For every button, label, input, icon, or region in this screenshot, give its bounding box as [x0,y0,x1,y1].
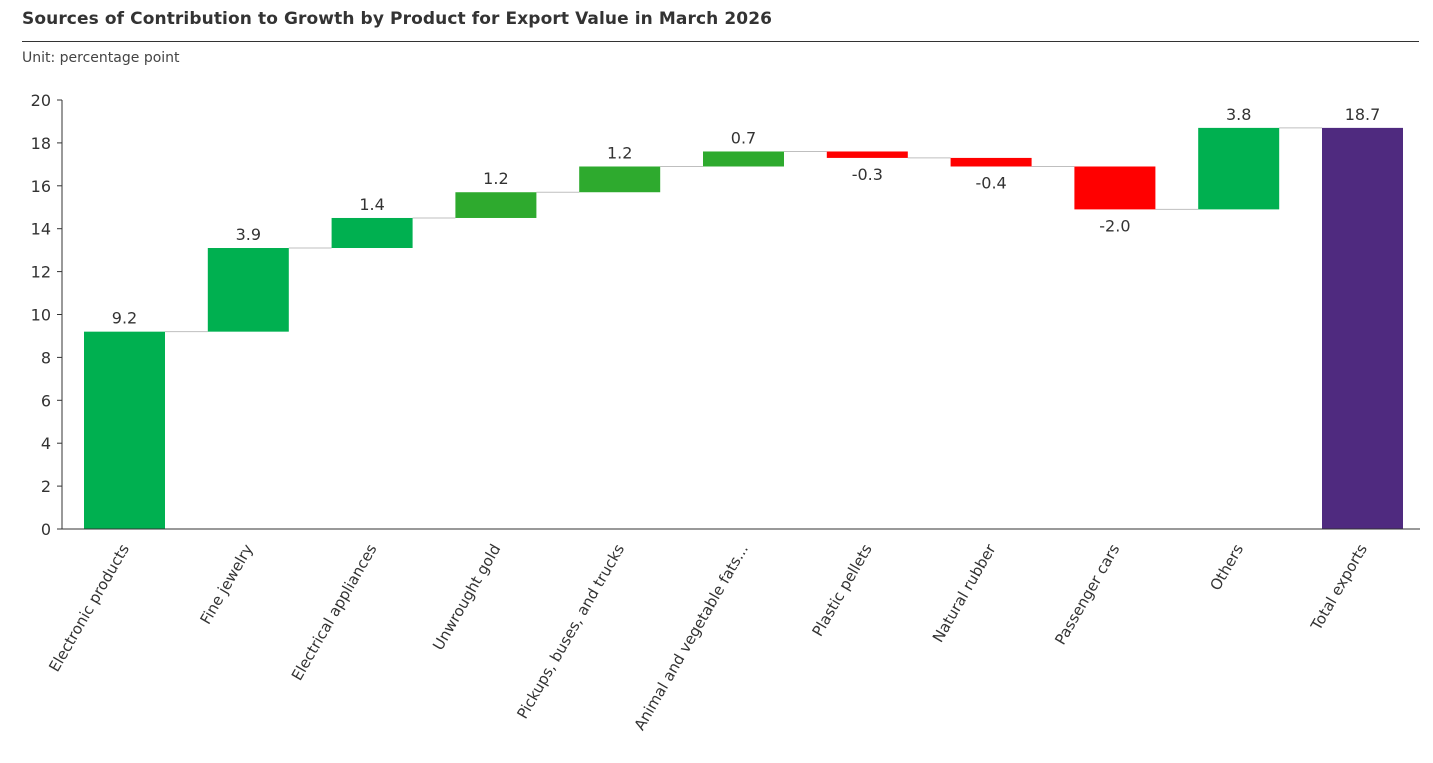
category-label: Unwrought gold [429,541,504,653]
chart-title: Sources of Contribution to Growth by Pro… [22,9,773,29]
bar-total-exports [1322,127,1403,529]
bar-fine-jewelry [207,248,289,332]
bar-plastic-pellets [826,151,908,158]
bar-electronic-products [84,331,165,529]
value-label: 3.9 [236,225,261,244]
value-label: -0.4 [975,173,1006,192]
connector-lines [165,127,1322,333]
value-label: 1.2 [607,143,632,162]
category-label: Fine jewelry [197,541,257,627]
category-label: Passenger cars [1051,541,1123,648]
bar-natural-rubber [950,157,1032,167]
unit-label: Unit: percentage point [22,50,180,66]
y-tick-label: 4 [41,434,51,453]
value-label: 1.4 [359,195,384,214]
value-label: 1.2 [483,169,508,188]
category-label: Others [1206,541,1247,594]
bars [84,127,1403,529]
y-tick-label: 6 [41,391,51,410]
y-tick-label: 8 [41,348,51,367]
category-label: Electrical appliances [288,541,381,684]
y-tick-label: 10 [31,306,51,325]
value-label: 3.8 [1226,105,1251,124]
category-label: Pickups, buses, and trucks [513,541,628,722]
bar-pickups-buses-and-trucks [579,166,661,193]
value-label: 0.7 [731,128,756,147]
category-label: Natural rubber [929,540,1000,645]
category-label: Plastic pellets [809,541,876,640]
bar-animal-and-vegetable-fats [703,151,784,167]
category-labels: Electronic products Fine jewelry Electrica… [45,540,1371,733]
bar-electrical-appliances [331,217,413,249]
value-label: 18.7 [1345,105,1381,124]
value-label: -0.3 [852,165,883,184]
y-tick-label: 20 [31,91,51,110]
y-tick-label: 14 [31,220,51,239]
value-label: 9.2 [112,309,137,328]
y-tick-label: 12 [31,263,51,282]
y-axis: 0 2 4 6 8 10 12 14 16 18 20 [31,91,63,539]
y-tick-label: 0 [41,520,51,539]
category-label: Animal and vegetable fats... [630,541,751,733]
bar-unwrought-gold [455,192,537,218]
y-tick-label: 2 [41,477,51,496]
y-tick-label: 16 [31,177,51,196]
y-tick-label: 18 [31,134,51,153]
category-label: Electronic products [45,541,133,675]
title-divider [22,41,1419,42]
value-labels: 9.2 3.9 1.4 1.2 1.2 0.7 -0.3 -0.4 -2.0 3.8 18.7 [112,105,1381,328]
bar-others [1198,127,1280,210]
category-label: Total exports [1307,541,1371,634]
value-label: -2.0 [1099,216,1130,235]
bar-passenger-cars [1074,166,1156,210]
